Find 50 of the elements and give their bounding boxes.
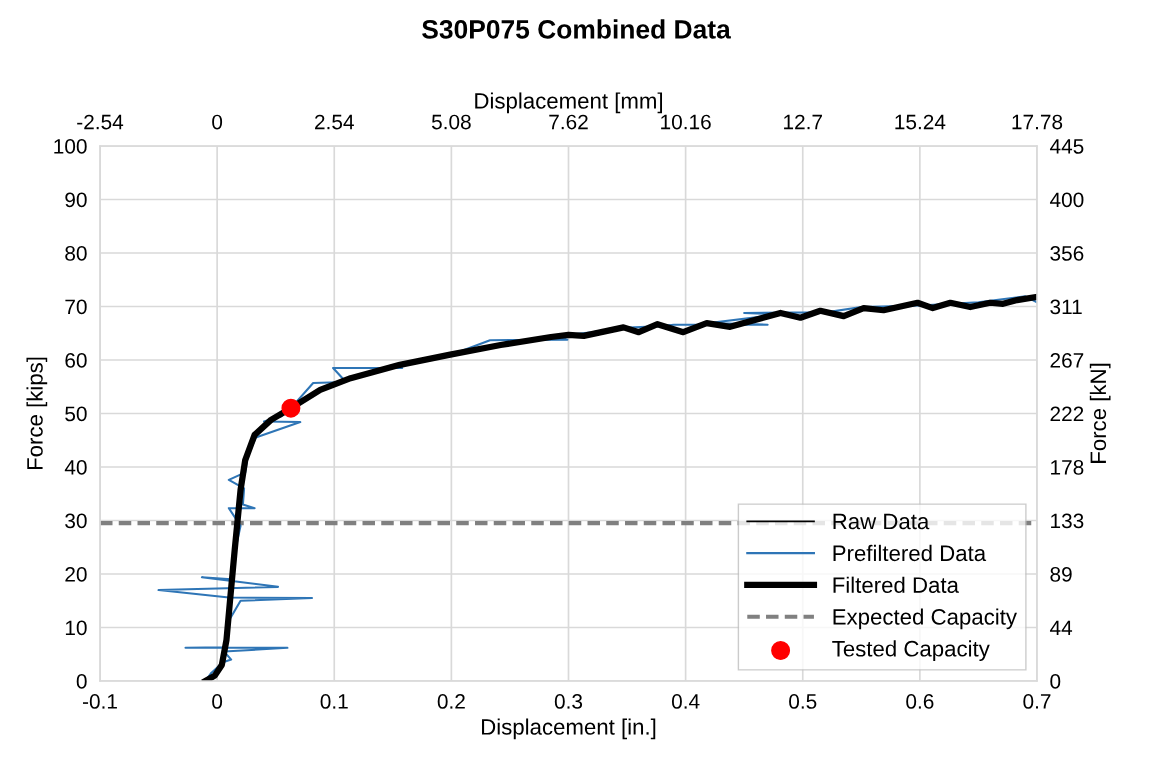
x2-tick-label: 15.24 <box>895 114 946 130</box>
x2-tick-label: 0 <box>212 114 223 130</box>
x-tick-label: 0.1 <box>320 694 348 709</box>
y-tick-label: 30 <box>65 513 87 529</box>
y2-tick-label: 89 <box>1050 567 1072 582</box>
x-tick-label: 0.4 <box>671 694 700 709</box>
y-axis-title: Force [kips] <box>26 357 48 470</box>
x-tick-label: 0.2 <box>437 694 465 709</box>
legend-label: Raw Data <box>833 513 930 530</box>
legend-label: Prefiltered Data <box>833 544 987 562</box>
x-tick-label: 0.5 <box>789 694 817 709</box>
x2-tick-label: 17.78 <box>1012 114 1063 130</box>
chart-title: S30P075 Combined Data <box>422 19 731 39</box>
y2-tick-label: 400 <box>1049 192 1084 208</box>
y2-tick-label: 222 <box>1050 406 1084 422</box>
y-tick-label: 50 <box>65 406 87 422</box>
y2-tick-label: 356 <box>1050 246 1084 261</box>
y-tick-label: 70 <box>65 299 87 315</box>
y2-axis-title: Force [kN] <box>1089 363 1111 463</box>
legend-label: Expected Capacity <box>833 608 1017 630</box>
x2-tick-label: 2.54 <box>315 114 354 130</box>
y-tick-label: 40 <box>64 460 87 475</box>
y-tick-label: 10 <box>65 620 87 636</box>
y-tick-label: 90 <box>65 192 87 208</box>
y2-tick-label: 445 <box>1049 139 1084 154</box>
x-tick-label: -0.1 <box>82 694 117 709</box>
x2-tick-label: -2.54 <box>77 114 124 130</box>
legend-label: Tested Capacity <box>832 640 990 661</box>
x2-tick-label: 10.16 <box>661 114 711 130</box>
x-tick-label: 0.3 <box>554 694 583 709</box>
y-tick-label: 20 <box>65 567 87 582</box>
y2-tick-label: 178 <box>1051 460 1084 475</box>
y-tick-label: 80 <box>65 246 87 261</box>
y-tick-label: 0 <box>76 674 87 689</box>
y2-tick-label: 0 <box>1050 674 1061 689</box>
x-tick-label: 0.6 <box>906 694 934 709</box>
x2-tick-label: 5.08 <box>431 114 471 130</box>
x-tick-label: 0.7 <box>1023 694 1051 709</box>
y-tick-label: 100 <box>54 139 87 154</box>
y2-tick-label: 133 <box>1051 513 1084 529</box>
x-tick-label: 0 <box>212 694 223 709</box>
y-tick-label: 60 <box>65 353 87 368</box>
x-axis-title: Displacement [in.] <box>482 718 656 740</box>
y2-tick-label: 311 <box>1050 299 1082 315</box>
y2-tick-label: 267 <box>1050 353 1084 368</box>
legend-label: Filtered Data <box>833 576 959 593</box>
x2-tick-label: 12.7 <box>784 114 822 130</box>
x2-tick-label: 7.62 <box>549 114 588 130</box>
x2-axis-title: Displacement [mm] <box>475 92 663 114</box>
y2-tick-label: 44 <box>1049 620 1073 636</box>
